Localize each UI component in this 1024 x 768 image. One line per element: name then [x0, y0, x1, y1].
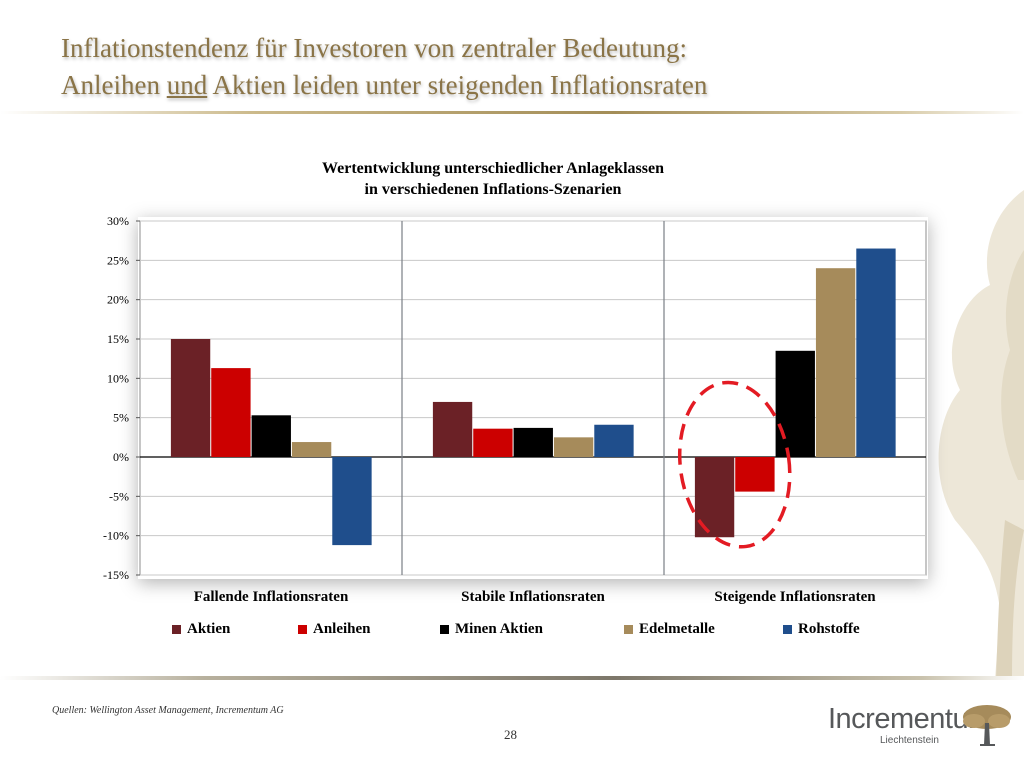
y-tick-label: -10%: [103, 529, 129, 543]
legend-swatch: [172, 625, 181, 634]
y-tick-label: -5%: [109, 489, 129, 503]
bar-edelmetalle-2: [553, 437, 594, 457]
bar-aktien-1: [170, 339, 211, 457]
y-tick-label: 5%: [113, 411, 129, 425]
legend-label: Edelmetalle: [639, 621, 715, 637]
bar-rohstoffe-1: [332, 457, 372, 546]
chart-title-line-1: Wertentwicklung unterschiedlicher Anlage…: [322, 160, 664, 177]
legend-swatch: [783, 625, 792, 634]
legend-item-aktien: Aktien: [172, 621, 230, 638]
y-tick-label: -15%: [103, 568, 129, 582]
legend-item-minen-aktien: Minen Aktien: [440, 621, 543, 638]
y-tick-label: 15%: [107, 332, 129, 346]
legend-swatch: [298, 625, 307, 634]
tree-background-illustration: [938, 190, 1024, 680]
bar-minen-aktien-2: [513, 427, 553, 457]
legend-label: Aktien: [187, 621, 231, 637]
legend-swatch: [624, 625, 633, 634]
legend-label: Rohstoffe: [798, 621, 860, 637]
y-tick-label: 10%: [107, 371, 129, 385]
bar-rohstoffe-2: [594, 424, 634, 457]
slide-title: Inflationstendenz für Investoren von zen…: [61, 30, 707, 104]
y-tick-label: 25%: [107, 253, 129, 267]
y-tick-label: 30%: [107, 214, 129, 228]
bar-minen-aktien-1: [251, 415, 291, 457]
bar-aktien-2: [432, 401, 473, 457]
legend-swatch: [440, 625, 449, 634]
header-divider: [0, 111, 1024, 114]
bar-minen-aktien-3: [775, 350, 815, 457]
category-label: Fallende Inflationsraten: [194, 589, 349, 605]
bar-edelmetalle-3: [815, 268, 856, 457]
bar-anleihen-3: [735, 457, 775, 492]
chart-title-line-2: in verschiedenen Inflations-Szenarien: [364, 181, 622, 198]
bar-edelmetalle-1: [291, 442, 332, 457]
logo-subtitle: Liechtenstein: [880, 735, 939, 746]
bar-anleihen-2: [473, 428, 513, 457]
title-line-2-part-2: Aktien leiden unter steigenden Inflation…: [207, 70, 708, 100]
highlight-ellipse: [677, 380, 792, 549]
incrementum-logo: Incrementum Liechtenstein: [828, 703, 1018, 749]
source-note: Quellen: Wellington Asset Management, In…: [52, 705, 284, 716]
y-tick-label: 0%: [113, 450, 129, 464]
legend-label: Anleihen: [313, 621, 371, 637]
tree-logo-icon: [963, 705, 1011, 746]
category-label: Steigende Inflationsraten: [714, 589, 876, 605]
category-label: Stabile Inflationsraten: [461, 589, 605, 605]
bar-rohstoffe-3: [856, 248, 896, 457]
title-line-1: Inflationstendenz für Investoren von zen…: [61, 33, 688, 63]
legend-label: Minen Aktien: [455, 621, 543, 637]
legend-item-edelmetalle: Edelmetalle: [624, 621, 715, 638]
page-number: 28: [504, 727, 517, 742]
title-line-2-part-1: Anleihen: [61, 70, 167, 100]
title-emphasis-und: und: [166, 70, 208, 100]
chart-title: Wertentwicklung unterschiedlicher Anlage…: [230, 158, 756, 200]
legend-item-rohstoffe: Rohstoffe: [783, 621, 860, 638]
bar-anleihen-1: [211, 368, 251, 457]
footer-divider: [0, 676, 1024, 680]
legend-item-anleihen: Anleihen: [298, 621, 371, 638]
y-tick-label: 20%: [107, 293, 129, 307]
